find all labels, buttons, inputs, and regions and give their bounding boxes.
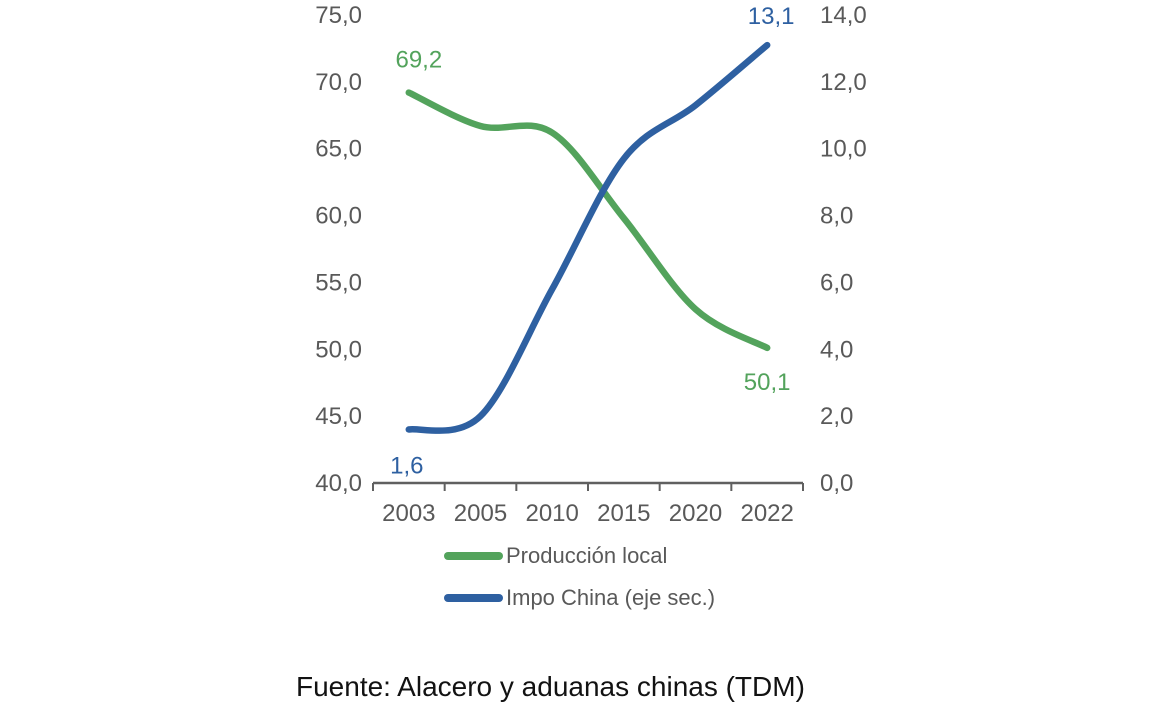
right-axis-tick-label: 4,0 [820,336,853,363]
x-axis-label: 2020 [669,500,722,527]
left-axis-tick-label: 60,0 [315,203,362,230]
x-axis-label: 2003 [382,500,435,527]
legend-item-produccion-local: Producción local [444,544,715,568]
x-axis-label: 2010 [525,500,578,527]
series-line-impo-china [405,41,771,434]
right-axis-tick-label: 2,0 [820,403,853,430]
left-axis-tick-label: 70,0 [315,69,362,96]
x-axis-label: 2005 [454,500,507,527]
chart-legend: Producción local Impo China (eje sec.) [444,544,715,628]
data-label-13-1: 13,1 [748,3,795,30]
x-axis-label: 2022 [740,500,793,527]
left-axis-tick-label: 50,0 [315,336,362,363]
right-axis-tick-label: 8,0 [820,203,853,230]
right-axis-tick-label: 0,0 [820,470,853,497]
legend-label-impo-china: Impo China (eje sec.) [506,585,716,610]
series-line-produccion-local [405,89,771,352]
left-axis-tick-label: 75,0 [315,2,362,29]
legend-item-impo-china: Impo China (eje sec.) [444,586,715,610]
source-note: Fuente: Alacero y aduanas chinas (TDM) [296,671,805,702]
x-axis-label: 2015 [597,500,650,527]
data-label-1-6: 1,6 [390,453,423,480]
right-axis-tick-label: 12,0 [820,69,867,96]
left-axis-tick-label: 45,0 [315,403,362,430]
legend-label-produccion-local: Producción local [506,543,668,568]
legend-line-blue-icon [444,594,503,602]
right-axis-tick-label: 10,0 [820,136,867,163]
right-axis-tick-label: 6,0 [820,269,853,296]
left-axis-tick-label: 55,0 [315,269,362,296]
left-axis-tick-label: 40,0 [315,470,362,497]
legend-line-green-icon [444,552,503,560]
data-label-50-1: 50,1 [744,369,791,396]
data-label-69-2: 69,2 [395,47,442,74]
right-axis-tick-label: 14,0 [820,2,867,29]
left-axis-tick-label: 65,0 [315,136,362,163]
